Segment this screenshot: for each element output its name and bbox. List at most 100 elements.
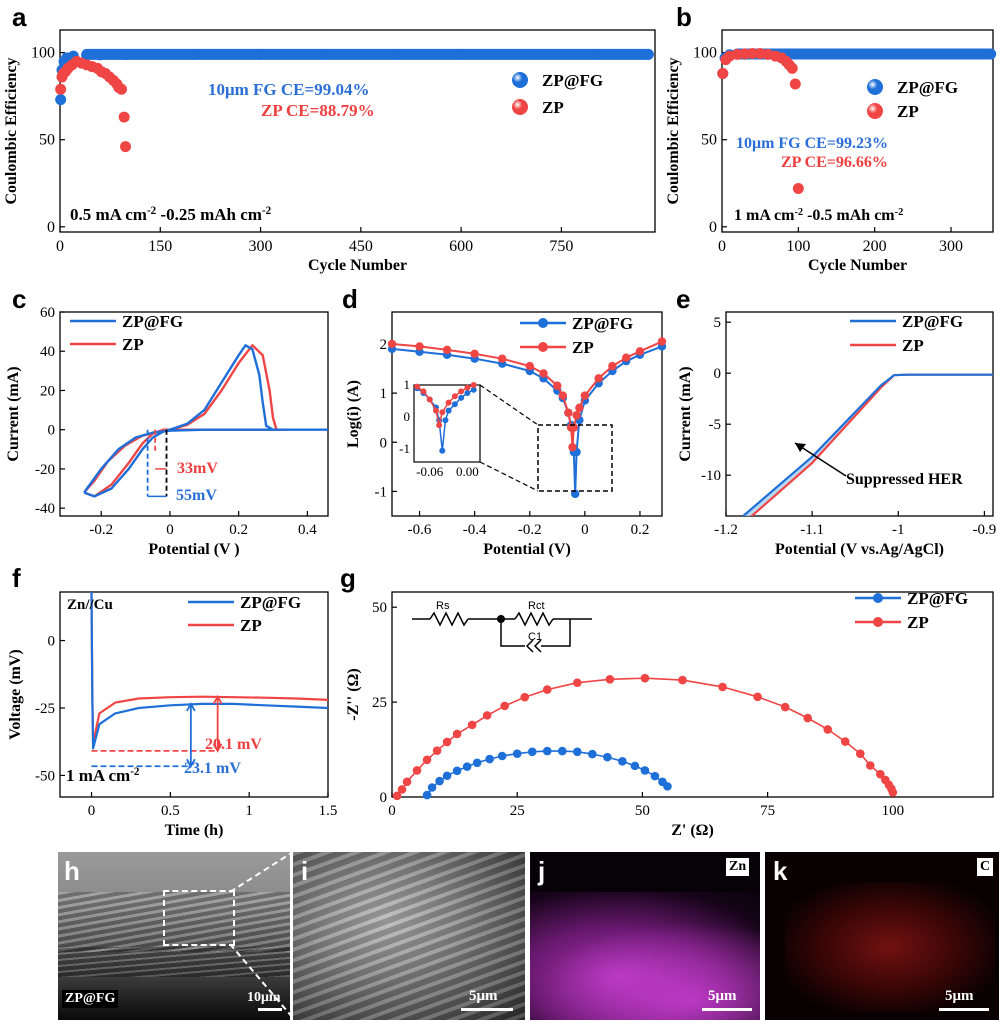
data-point-zp-g — [865, 761, 875, 770]
circuit-cpe-c1 — [525, 639, 542, 653]
data-point-zp-a — [118, 111, 130, 123]
data-point-zp-d — [558, 391, 568, 400]
inset-point-zp-d — [464, 384, 471, 391]
y-tick-label-c: -40 — [35, 501, 55, 517]
x-tick-label-c: 0.4 — [298, 522, 317, 538]
legend-label-zp-g: ZP — [907, 613, 929, 632]
y-tick-label-d: -1 — [375, 484, 388, 500]
sem-j-scale-label: 5μm — [708, 988, 737, 1004]
inset-point-zpfg-d — [470, 386, 477, 393]
data-point-zpfg-g — [618, 757, 627, 766]
y-tick-label-b: 0 — [709, 219, 717, 236]
data-point-zpfg-g — [422, 790, 432, 800]
inset-point-zp-d — [458, 388, 465, 395]
x-tick-label-b: 100 — [786, 238, 810, 255]
legend-label-zpfg-f: ZP@FG — [240, 593, 301, 612]
sem-h-label: ZP@FG — [62, 990, 119, 1008]
panel-letter-h: h — [64, 856, 80, 886]
y-axis-label-a: Coulombic Efficiency — [3, 57, 20, 204]
annotation-201mv-f: 20.1 mV — [205, 736, 262, 753]
data-point-zp-d — [635, 347, 645, 356]
data-point-zp-d — [442, 345, 452, 355]
data-point-zp-d — [539, 369, 548, 378]
annotation-her-e: Suppressed HER — [846, 471, 963, 488]
data-point-zp-b — [792, 182, 804, 194]
y-tick-label-e: -10 — [701, 468, 721, 484]
annotation-condition-b: 1 mA cm-2 -0.5 mAh cm-2 — [734, 207, 903, 225]
data-line-zpfg-c — [83, 344, 328, 498]
data-point-zp-g — [397, 785, 407, 794]
panel-letter-c: c — [12, 284, 27, 314]
y-axis-label-e: Current (mA) — [677, 366, 694, 461]
x-tick-label-c: 0 — [166, 522, 174, 538]
data-point-zp-b — [789, 78, 801, 90]
sem-j-scalebar — [702, 1008, 752, 1011]
data-point-zp-d — [657, 337, 667, 346]
legend-label-zp-f: ZP — [240, 616, 262, 635]
x-tick-label-f: 1.5 — [319, 803, 338, 819]
x-tick-label-e: -1.1 — [800, 522, 824, 538]
y-tick-label-d: 0 — [380, 435, 388, 451]
data-point-zpfg-a — [55, 94, 67, 106]
data-point-zp-d — [594, 374, 603, 383]
sem-k-scalebar — [939, 1008, 989, 1011]
inset-y-tick-label-d: 0 — [404, 409, 411, 424]
legend-label-zp-b: ZP — [897, 102, 919, 121]
x-tick-label-d: 0 — [581, 522, 589, 538]
legend-marker-zpfg-b — [867, 79, 883, 95]
chart-d: -0.6 -0.4 -0.2 0 0.2 -1 0 1 2 Potential (V) Log(i)… — [345, 311, 667, 558]
chart-c: -0.2 0 0.2 0.4 -40 -20 0 20 40 60 Potential (V ) Cu… — [5, 305, 329, 558]
x-axis-label-b: Cycle Number — [808, 257, 907, 274]
y-tick-label-g: 0 — [380, 790, 388, 806]
data-point-zp-a — [55, 83, 67, 95]
annotation-zncu-f: Zn//Cu — [67, 597, 113, 613]
legend-label-zpfg-c: ZP@FG — [122, 312, 183, 331]
data-point-zpfg-g — [442, 771, 452, 781]
plot-frame-f — [59, 591, 329, 798]
data-point-zpfg-g — [462, 762, 472, 771]
x-tick-label-f: 0.5 — [161, 803, 180, 819]
data-point-zpfg-d — [571, 489, 580, 499]
inset-point-zp-d — [433, 407, 439, 414]
annotation-ce-zp-b: ZP CE=96.66% — [781, 154, 888, 171]
y-tick-label-g: 50 — [372, 600, 387, 616]
x-tick-label-a: 450 — [349, 238, 373, 255]
data-point-zp-g — [888, 788, 898, 797]
data-point-zpfg-g — [435, 776, 444, 786]
circuit-label-c1: C1 — [528, 631, 542, 643]
data-point-zp-d — [575, 403, 584, 413]
data-point-zp-g — [753, 692, 762, 702]
legend-marker-zp-a — [512, 99, 528, 115]
y-tick-label-d: 2 — [380, 337, 388, 353]
inset-point-zpfg-d — [458, 394, 465, 401]
data-point-zpfg-g — [663, 782, 672, 791]
eds-map-c: k C 5μm — [765, 852, 999, 1020]
y-tick-label-a: 100 — [31, 45, 55, 62]
data-point-zp-d — [580, 391, 590, 400]
legend-marker-zp-g — [873, 617, 883, 627]
panel-letter-f: f — [12, 563, 21, 593]
data-point-zp-g — [452, 729, 462, 739]
annotation-55mv-c: 55mV — [176, 487, 217, 504]
x-axis-label-a: Cycle Number — [308, 257, 407, 274]
x-tick-label-f: 1 — [245, 803, 253, 819]
y-axis-label-g: -Z'' (Ω) — [345, 668, 362, 720]
arrow-blue-f-head — [186, 758, 196, 769]
y-tick-label-c: -20 — [35, 462, 55, 478]
x-tick-label-a: 750 — [549, 238, 573, 255]
plot-frame-d — [391, 311, 663, 517]
inset-point-zpfg-d — [451, 401, 458, 408]
data-point-zpfg-g — [650, 771, 660, 781]
legend-label-zp-a: ZP — [542, 98, 564, 117]
data-point-zpfg-g — [588, 749, 597, 759]
y-tick-label-c: 0 — [48, 423, 56, 439]
data-line-zpfg-g — [426, 750, 669, 796]
y-tick-label-a: 50 — [39, 132, 55, 149]
data-point-zp-g — [412, 766, 422, 775]
annotation-33mv-c: 33mV — [177, 460, 218, 477]
panel-letter-g: g — [340, 563, 356, 593]
data-point-zpfg-g — [485, 754, 494, 764]
y-axis-label-f: Voltage (mV) — [7, 649, 24, 740]
y-tick-label-f: -50 — [35, 768, 55, 784]
